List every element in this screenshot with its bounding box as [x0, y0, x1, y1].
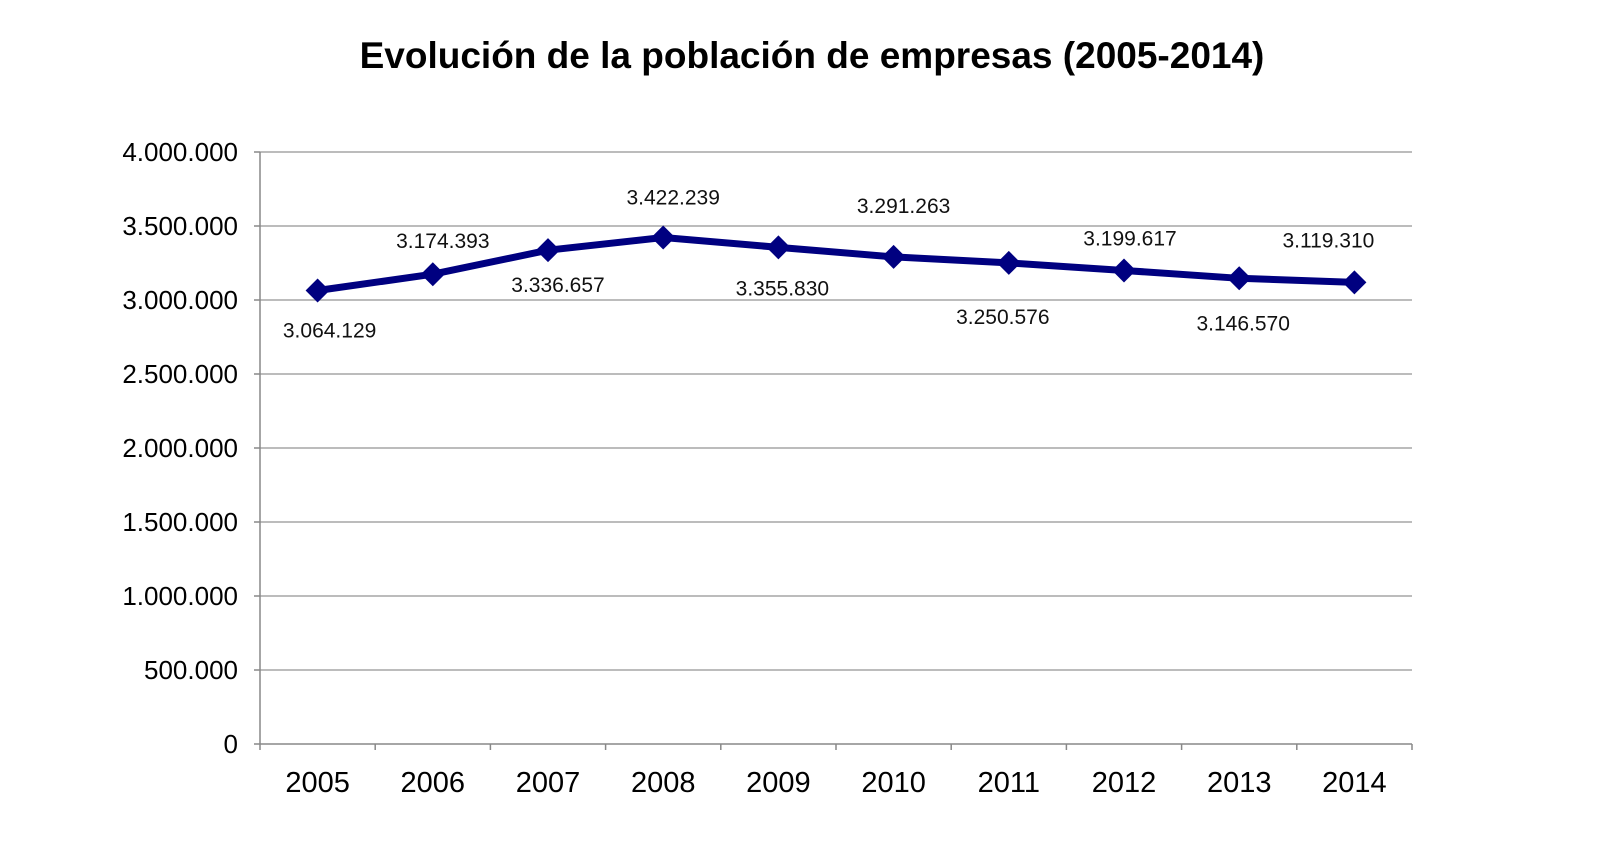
axes: [254, 151, 1413, 750]
data-label: 3.064.129: [283, 320, 376, 343]
x-tick-label: 2005: [285, 767, 350, 799]
x-tick-label: 2006: [401, 767, 466, 799]
data-point-marker: [420, 262, 445, 287]
data-label: 3.336.657: [511, 274, 604, 297]
x-tick-label: 2014: [1322, 767, 1387, 799]
data-point-marker: [1112, 258, 1136, 283]
gridlines: [260, 151, 1412, 671]
data-point-marker: [305, 278, 330, 303]
x-tick-label: 2010: [861, 767, 926, 799]
data-label: 3.174.393: [396, 230, 489, 253]
x-tick-label: 2012: [1092, 767, 1157, 799]
data-label: 3.355.830: [736, 277, 829, 300]
series-line-path: [317, 234, 1355, 294]
y-tick-label: 3.000.000: [122, 285, 238, 315]
data-point-marker: [996, 250, 1021, 275]
data-label: 3.119.310: [1282, 229, 1374, 252]
y-tick-label: 500.000: [144, 655, 238, 685]
x-tick-label: 2011: [978, 767, 1040, 799]
x-tick-label: 2009: [746, 767, 811, 799]
y-tick-label: 3.500.000: [122, 211, 238, 241]
data-label: 3.291.263: [857, 195, 950, 218]
y-tick-label: 2.000.000: [122, 433, 238, 463]
data-point-marker: [536, 238, 560, 263]
series-line: [305, 225, 1367, 303]
x-tick-label: 2008: [631, 767, 696, 799]
x-tick-labels: 2005 2006 2007 2008 2009 2010 2011 2012 2013 2014: [285, 767, 1386, 799]
y-tick-labels: 0 500.000 1.000.000 1.500.000 2.000.000 2.500…: [122, 137, 238, 759]
y-tick-label: 0: [224, 729, 238, 759]
data-labels: 3.064.129 3.174.393 3.336.657 3.422.239 3.35…: [283, 187, 1374, 343]
data-point-marker: [1227, 266, 1252, 291]
data-point-marker: [651, 225, 676, 250]
data-label: 3.199.617: [1083, 227, 1176, 250]
data-label: 3.422.239: [626, 187, 719, 210]
x-tick-label: 2013: [1207, 767, 1272, 799]
data-point-marker: [766, 235, 791, 260]
y-tick-label: 2.500.000: [122, 359, 238, 389]
data-label: 3.146.570: [1196, 312, 1289, 335]
y-tick-label: 1.500.000: [122, 507, 238, 537]
y-tick-label: 4.000.000: [122, 137, 238, 167]
x-tick-label: 2007: [516, 767, 581, 799]
y-tick-label: 1.000.000: [122, 581, 238, 611]
data-label: 3.250.576: [956, 306, 1049, 329]
data-point-marker: [881, 244, 906, 269]
chart-title: Evolución de la población de empresas (2…: [360, 35, 1265, 76]
data-point-marker: [1342, 270, 1367, 295]
